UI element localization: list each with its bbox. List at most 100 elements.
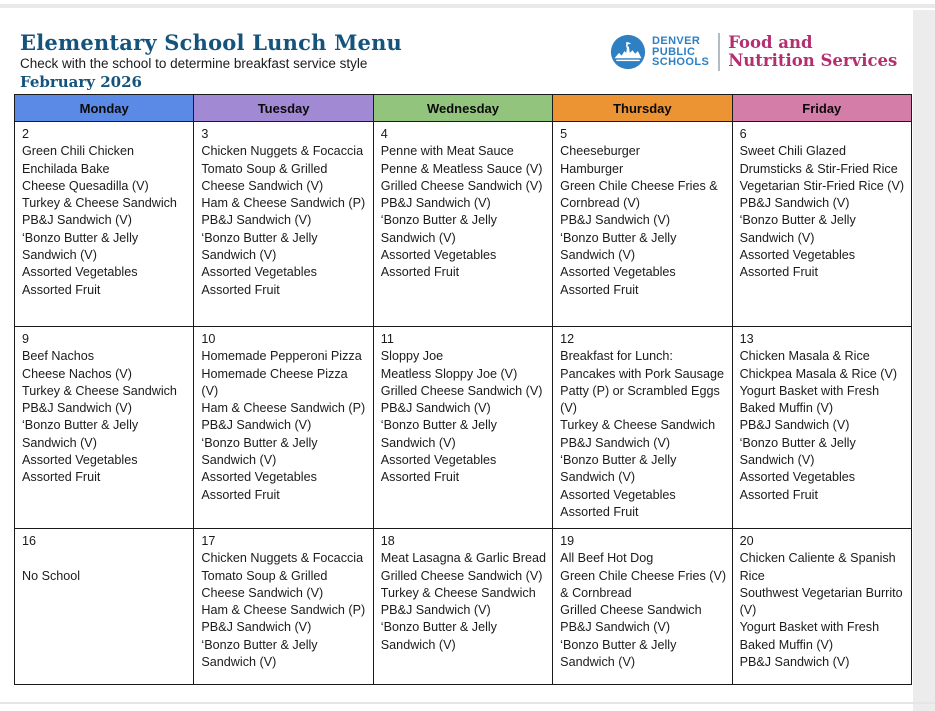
lunch-calendar-table: Monday Tuesday Wednesday Thursday Friday… (13, 94, 913, 685)
date-number: 13 (739, 332, 754, 346)
date-number: 10 (201, 332, 216, 346)
menu-item: Assorted Fruit (22, 282, 101, 297)
menu-item: PB&J Sandwich (V) (201, 418, 312, 433)
menu-item: ‘Bonzo Butter & Jelly Sandwich (V) (560, 230, 677, 263)
menu-item: Breakfast for Lunch: (560, 349, 673, 364)
date-number: 19 (560, 534, 575, 548)
menu-item: ‘Bonzo Butter & Jelly Sandwich (V) (201, 230, 318, 263)
menu-item: Grilled Cheese Sandwich (V) (380, 178, 543, 193)
page-right-gutter (913, 10, 935, 711)
menu-item: Assorted Vegetables (739, 470, 856, 485)
menu-item (22, 550, 188, 567)
menu-item: ‘Bonzo Butter & Jelly Sandwich (V) (739, 435, 856, 468)
menu-item: Assorted Vegetables (380, 248, 497, 263)
menu-item: Penne & Meatless Sauce (V) (380, 161, 543, 176)
menu-item: Grilled Cheese Sandwich (V) (380, 568, 543, 583)
menu-item: Sloppy Joe (380, 349, 444, 364)
menu-item: PB&J Sandwich (V) (560, 213, 671, 228)
menu-item: Chicken Caliente & Spanish Rice (739, 551, 896, 583)
logo-divider (718, 33, 721, 71)
day-cell-feb-4: 4 Penne with Meat Sauce Penne & Meatless S… (372, 121, 554, 327)
day-cell-feb-3: 3 Chicken Nuggets & Focaccia Tomato Soup &… (193, 121, 374, 327)
menu-item: PB&J Sandwich (V) (380, 401, 491, 416)
date-number: 18 (380, 534, 395, 548)
menu-item: Grilled Cheese Sandwich (V) (380, 383, 543, 398)
day-header-thursday: Thursday (552, 94, 733, 122)
menu-item: ‘Bonzo Butter & Jelly Sandwich (V) (201, 435, 318, 468)
dps-skyline-icon (610, 34, 646, 70)
menu-item: ‘Bonzo Butter & Jelly Sandwich (V) (380, 213, 497, 245)
menu-item: Assorted Vegetables (201, 470, 317, 485)
dept-name-line: Food and (728, 32, 813, 52)
day-cell-feb-20: 20 Chicken Caliente & Spanish Rice Southwe… (731, 528, 913, 685)
date-number: 17 (201, 534, 216, 548)
date-number: 16 (22, 534, 37, 548)
menu-item: Chicken Nuggets & Focaccia (201, 551, 364, 566)
menu-item: PB&J Sandwich (V) (22, 213, 132, 228)
menu-item: Assorted Fruit (201, 487, 280, 502)
day-cell-feb-18: 18 Meat Lasagna & Garlic Bread Grilled Che… (372, 528, 554, 685)
menu-item: Assorted Vegetables (380, 453, 497, 468)
menu-item-list: Chicken Nuggets & Focaccia Tomato Soup & … (201, 550, 367, 671)
menu-item: Hamburger (560, 161, 624, 176)
menu-item: Assorted Vegetables (739, 248, 856, 263)
menu-item: Ham & Cheese Sandwich (P) (201, 401, 366, 416)
menu-item: No School (22, 568, 81, 583)
date-number: 9 (22, 332, 30, 346)
menu-item: PB&J Sandwich (V) (739, 655, 850, 670)
day-header-monday: Monday (13, 94, 195, 122)
menu-item: Homemade Pepperoni Pizza (201, 349, 362, 364)
menu-item: ‘Bonzo Butter & Jelly Sandwich (V) (560, 453, 677, 485)
menu-item: Assorted Vegetables (22, 453, 138, 468)
menu-item: ‘Bonzo Butter & Jelly Sandwich (V) (201, 637, 318, 670)
dps-logo: DENVER PUBLIC SCHOOLS Food and Nutrition… (610, 33, 897, 71)
menu-item: Beef Nachos (22, 349, 95, 364)
menu-item: Cheese Quesadilla (V) (22, 178, 149, 193)
menu-item: PB&J Sandwich (V) (560, 620, 671, 635)
dps-org-line: DENVER (652, 35, 701, 48)
menu-item: ‘Bonzo Butter & Jelly Sandwich (V) (380, 418, 497, 450)
menu-item: ‘Bonzo Butter & Jelly Sandwich (V) (560, 637, 677, 670)
menu-item: PB&J Sandwich (V) (201, 213, 312, 228)
day-cell-feb-16: 16 No School (13, 528, 195, 685)
menu-item: PB&J Sandwich (V) (739, 418, 850, 433)
menu-item: Assorted Fruit (560, 504, 639, 519)
menu-item-list: Sloppy Joe Meatless Sloppy Joe (V) Grilled… (381, 348, 547, 486)
menu-item-list: Cheeseburger Hamburger Green Chile Cheese … (560, 143, 726, 299)
day-cell-feb-9: 9 Beef Nachos Cheese Nachos (V) Turkey & Ch… (13, 326, 195, 529)
day-cell-feb-19: 19 All Beef Hot Dog Green Chile Cheese Fri… (552, 528, 733, 685)
menu-item: PB&J Sandwich (V) (22, 401, 132, 416)
menu-item-list: Chicken Caliente & Spanish Rice Southwest… (740, 550, 906, 671)
day-cell-feb-12: 12 Breakfast for Lunch: Pancakes with Pork… (552, 326, 733, 529)
menu-item-list: Sweet Chili Glazed Drumsticks & Stir-Fri… (740, 143, 906, 281)
menu-item: Assorted Fruit (380, 470, 460, 485)
menu-item: Assorted Vegetables (560, 487, 676, 502)
menu-item: Assorted Fruit (22, 470, 101, 485)
date-number: 3 (201, 127, 209, 141)
menu-item-list: Beef Nachos Cheese Nachos (V) Turkey & Che… (22, 348, 188, 486)
menu-item-list: Meat Lasagna & Garlic Bread Grilled Chees… (381, 550, 547, 654)
menu-item: PB&J Sandwich (V) (380, 196, 491, 211)
day-header-row: Monday Tuesday Wednesday Thursday Friday (13, 94, 913, 122)
menu-item-list: Breakfast for Lunch: Pancakes with Pork S… (560, 348, 726, 521)
menu-item: Turkey & Cheese Sandwich (22, 196, 177, 211)
day-cell-feb-2: 2 Green Chili Chicken Enchilada Bake Chees… (13, 121, 195, 327)
menu-item: Yogurt Basket with Fresh Baked Muffin (V… (739, 383, 880, 416)
dps-org-name: DENVER PUBLIC SCHOOLS (652, 36, 709, 68)
menu-item: All Beef Hot Dog (560, 551, 654, 566)
menu-item-list: Penne with Meat Sauce Penne & Meatless Sa… (381, 143, 547, 281)
menu-item: PB&J Sandwich (V) (201, 620, 312, 635)
week-row-3: 16 No School 17 Chicken Nuggets & Focaccia… (13, 528, 913, 685)
menu-item: Ham & Cheese Sandwich (P) (201, 603, 366, 618)
menu-item: PB&J Sandwich (V) (739, 196, 850, 211)
menu-item: Assorted Fruit (739, 487, 818, 502)
menu-item: Assorted Fruit (201, 282, 280, 297)
menu-item: Chicken Masala & Rice (739, 349, 870, 364)
menu-item: Tomato Soup & Grilled Cheese Sandwich (V… (201, 568, 328, 600)
menu-item: Green Chile Cheese Fries & Cornbread (V) (560, 178, 718, 211)
menu-item: Meatless Sloppy Joe (V) (380, 366, 518, 381)
menu-item: Assorted Vegetables (201, 265, 317, 280)
week-row-1: 2 Green Chili Chicken Enchilada Bake Chees… (13, 121, 913, 327)
menu-item: Green Chili Chicken Enchilada Bake (22, 144, 134, 176)
